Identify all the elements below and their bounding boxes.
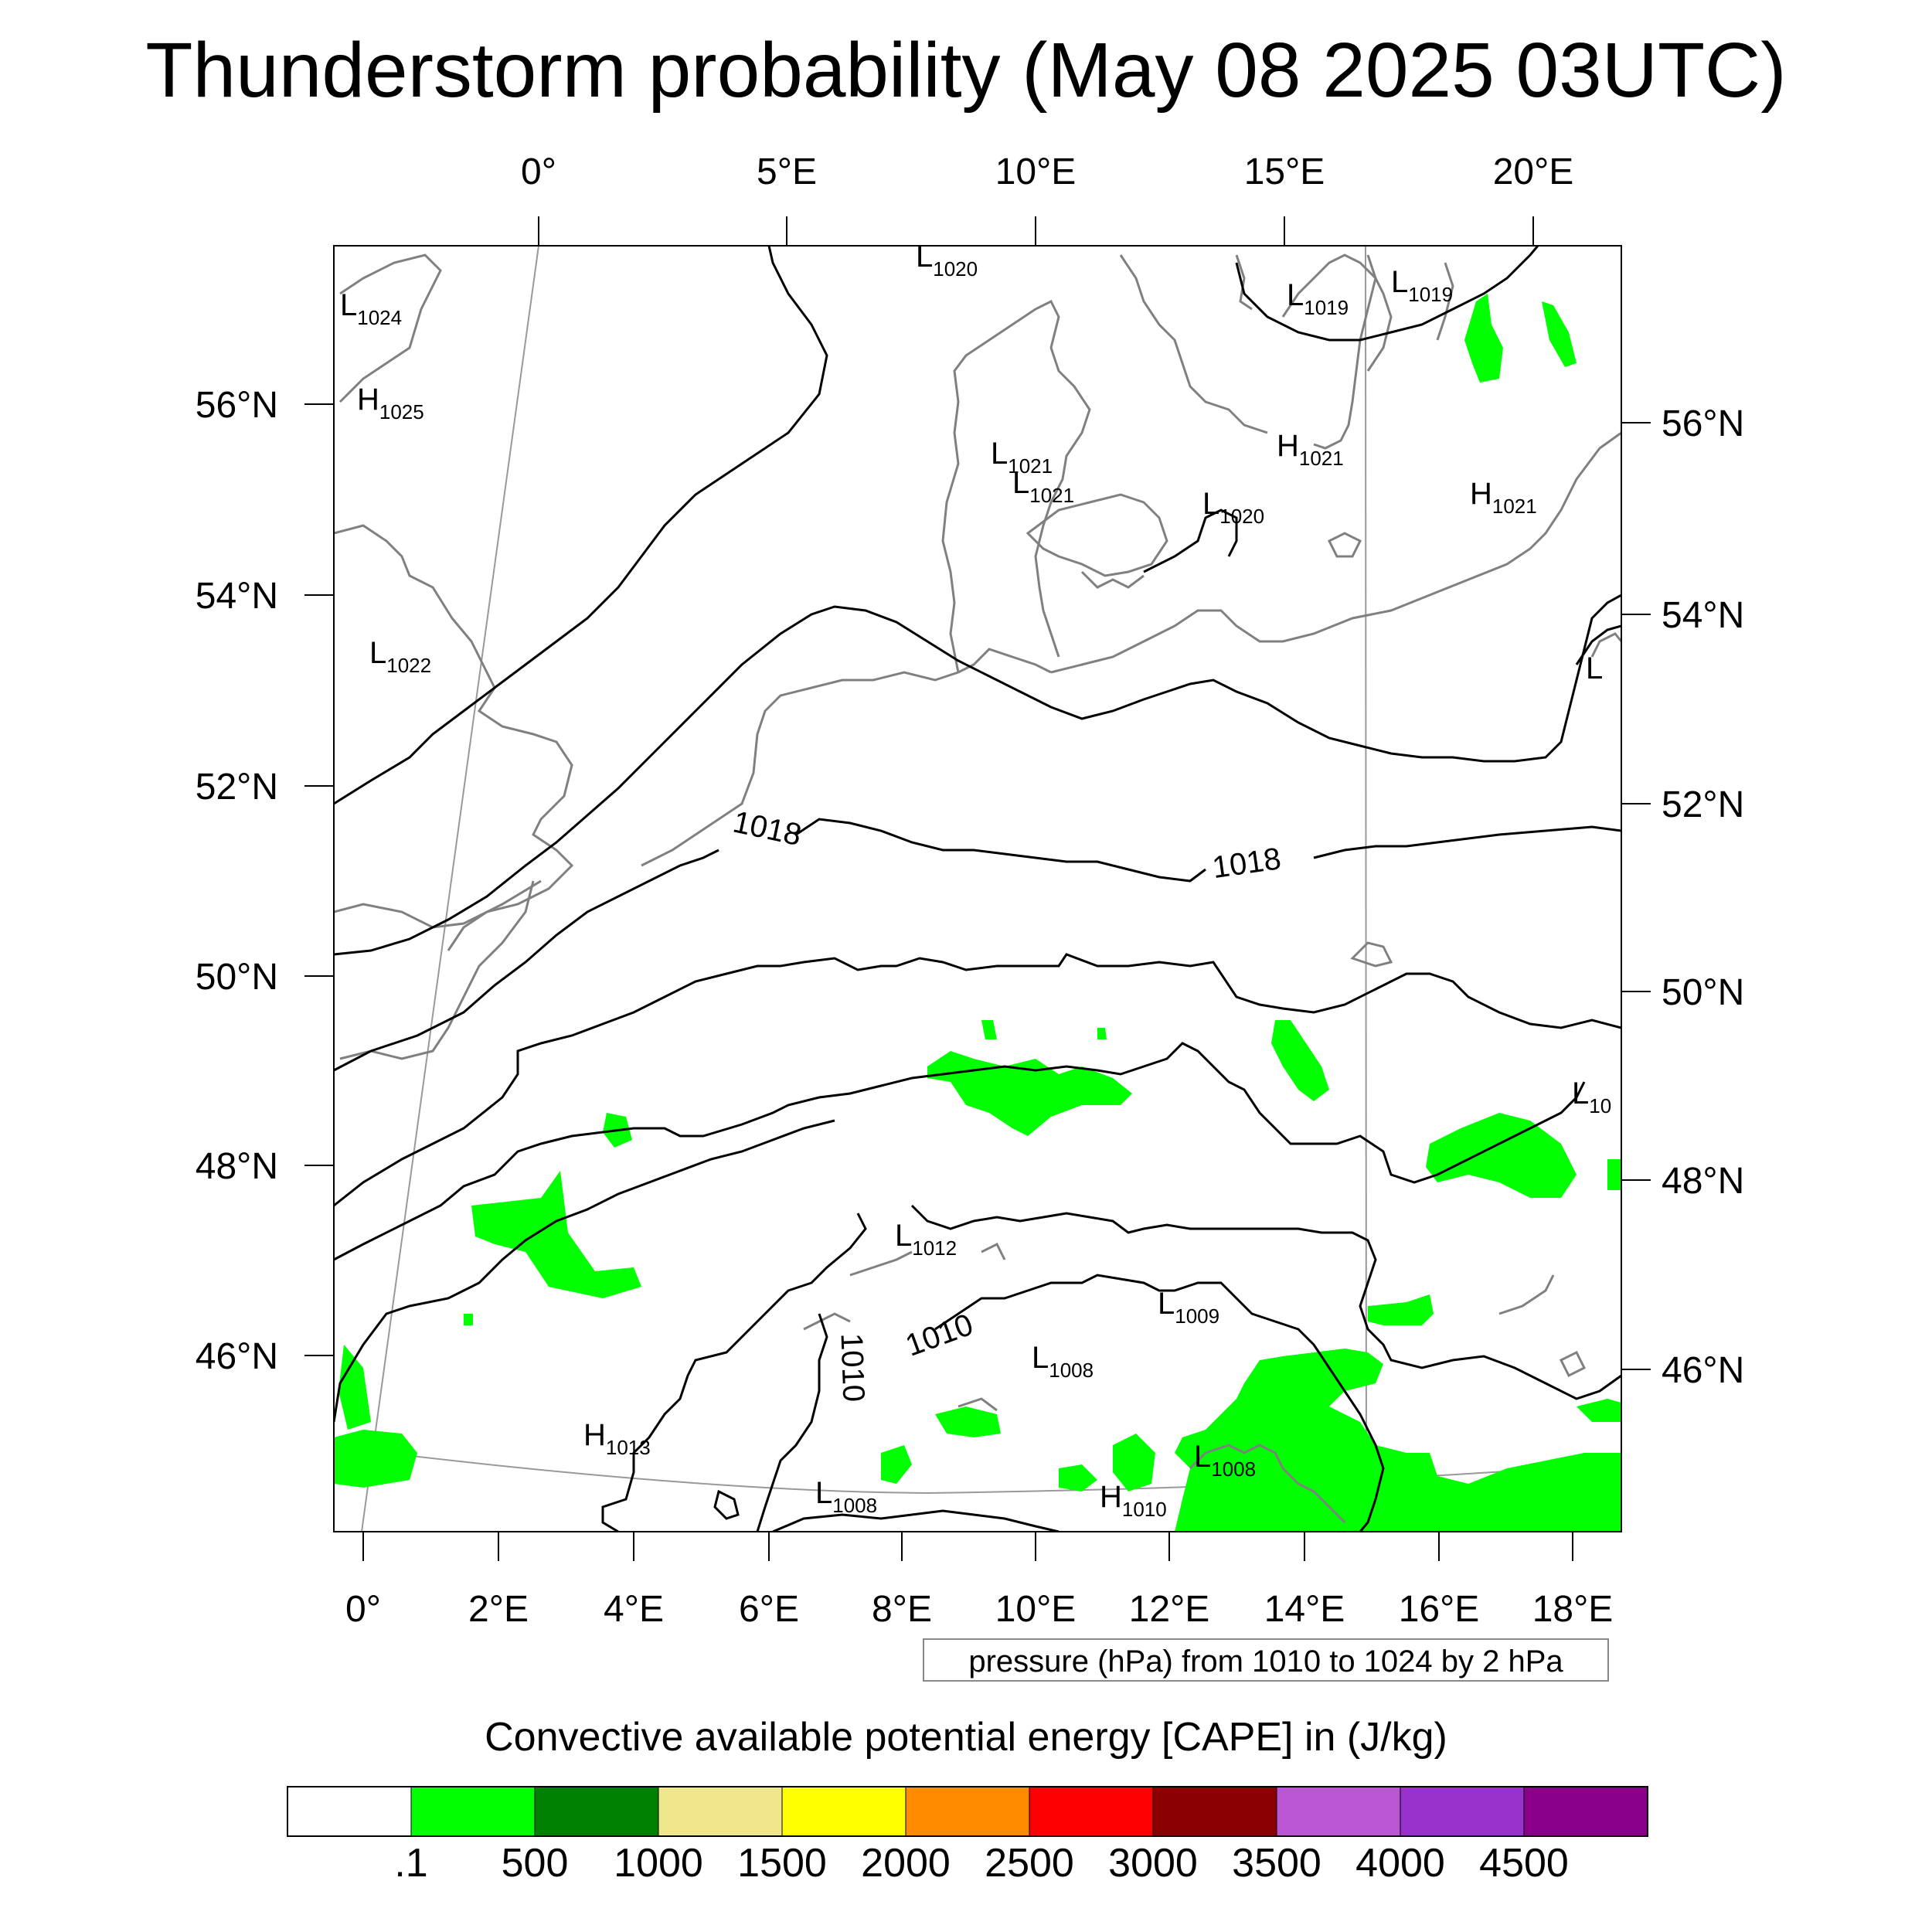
left-latitude-labels: 56°N 54°N 52°N 50°N 48°N 46°N — [196, 385, 278, 1377]
colorbar-labels: .1 500 1000 1500 2000 2500 3000 3500 400… — [394, 1841, 1569, 1886]
colorbar-swatch — [1523, 1786, 1648, 1837]
top-lon-label: 0° — [521, 151, 556, 192]
colorbar-swatch — [534, 1786, 659, 1837]
pressure-center-label: L1021 — [1012, 466, 1074, 507]
left-lat-label: 52°N — [196, 767, 278, 808]
colorbar-label: 3000 — [1108, 1841, 1198, 1886]
pressure-center-label: L — [1586, 651, 1603, 685]
top-lon-label: 5°E — [757, 151, 817, 192]
colorbar-swatch — [781, 1786, 906, 1837]
right-lat-label: 54°N — [1662, 595, 1744, 636]
coastlines — [334, 253, 1621, 1524]
pressure-center-label: L1024 — [340, 288, 402, 329]
colorbar-swatch — [287, 1786, 412, 1837]
colorbar-swatch — [410, 1786, 536, 1837]
pressure-centers: L1024 H1025 L1022 L1020 L1019 L1019 L102… — [340, 240, 1611, 1521]
colorbar-title: Convective available potential energy [C… — [485, 1715, 1447, 1760]
colorbar-swatch — [1400, 1786, 1525, 1837]
bottom-lon-label: 16°E — [1399, 1589, 1480, 1630]
pressure-center-label: L10 — [1572, 1077, 1611, 1117]
pressure-center-label: L1020 — [1202, 487, 1264, 528]
isobar-label: 1010 — [834, 1332, 870, 1402]
pressure-center-label: L1008 — [815, 1476, 877, 1517]
colorbar-swatch — [658, 1786, 783, 1837]
pressure-center-label: H1021 — [1277, 429, 1344, 470]
tick-marks — [304, 216, 1651, 1561]
pressure-center-label: L1019 — [1391, 265, 1453, 306]
bottom-lon-label: 12°E — [1129, 1589, 1210, 1630]
bottom-lon-label: 8°E — [872, 1589, 932, 1630]
colorbar — [287, 1786, 1648, 1837]
colorbar-label: 500 — [502, 1841, 569, 1886]
pressure-center-label: L1009 — [1158, 1287, 1219, 1328]
top-lon-label: 10°E — [995, 151, 1077, 192]
isobar-label: 1018 — [1210, 842, 1283, 885]
left-lat-label: 56°N — [196, 385, 278, 426]
isobar-label: 1010 — [901, 1308, 978, 1363]
right-lat-label: 50°N — [1662, 972, 1744, 1013]
colorbar-label: 3500 — [1232, 1841, 1321, 1886]
pressure-center-label: L1012 — [895, 1219, 957, 1260]
colorbar-swatch — [905, 1786, 1030, 1837]
colorbar-label: 4000 — [1355, 1841, 1445, 1886]
colorbar-swatch — [1152, 1786, 1277, 1837]
right-lat-label: 56°N — [1662, 403, 1744, 444]
bottom-longitude-labels: 0° 2°E 4°E 6°E 8°E 10°E 12°E 14°E 16°E 1… — [345, 1589, 1613, 1630]
top-lon-label: 15°E — [1244, 151, 1325, 192]
map-title: Thunderstorm probability (May 08 2025 03… — [145, 27, 1787, 114]
bottom-lon-label: 18°E — [1532, 1589, 1614, 1630]
right-lat-label: 48°N — [1662, 1161, 1744, 1202]
colorbar-swatch — [1029, 1786, 1154, 1837]
plot-frame — [333, 245, 1622, 1532]
pressure-center-label: H1025 — [357, 383, 424, 423]
colorbar-label: 4500 — [1479, 1841, 1569, 1886]
colorbar-label: 2500 — [985, 1841, 1074, 1886]
pressure-center-label: L1008 — [1194, 1440, 1256, 1481]
pressure-center-label: H1010 — [1100, 1480, 1167, 1521]
colorbar-label: 1500 — [737, 1841, 827, 1886]
bottom-lon-label: 10°E — [995, 1589, 1077, 1630]
colorbar-label: 2000 — [861, 1841, 951, 1886]
pressure-center-label: L1022 — [369, 636, 431, 677]
colorbar-label: .1 — [394, 1841, 427, 1886]
colorbar-swatch — [1276, 1786, 1401, 1837]
pressure-center-label: L1008 — [1032, 1341, 1094, 1382]
bottom-lon-label: 14°E — [1264, 1589, 1345, 1630]
colorbar-frame — [287, 1786, 1648, 1837]
contour-info-box: pressure (hPa) from 1010 to 1024 by 2 hP… — [923, 1638, 1609, 1682]
bottom-lon-label: 0° — [345, 1589, 381, 1630]
top-longitude-labels: 0° 5°E 10°E 15°E 20°E — [521, 151, 1573, 192]
pressure-center-label: L1021 — [991, 437, 1053, 478]
isobar-label: 1018 — [730, 805, 804, 853]
right-lat-label: 52°N — [1662, 784, 1744, 825]
pressure-center-label: H1021 — [1470, 477, 1537, 518]
pressure-center-label: H1013 — [583, 1418, 651, 1459]
bottom-lon-label: 4°E — [604, 1589, 664, 1630]
left-lat-label: 54°N — [196, 576, 278, 617]
bottom-lon-label: 2°E — [468, 1589, 529, 1630]
isobars — [334, 246, 1621, 1532]
left-lat-label: 46°N — [196, 1336, 278, 1377]
colorbar-label: 1000 — [614, 1841, 703, 1886]
left-lat-label: 48°N — [196, 1146, 278, 1187]
cape-shading — [334, 294, 1621, 1532]
top-lon-label: 20°E — [1493, 151, 1574, 192]
left-lat-label: 50°N — [196, 957, 278, 998]
pressure-center-label: L1019 — [1287, 278, 1349, 319]
pressure-center-label: L1020 — [916, 240, 978, 281]
bottom-lon-label: 6°E — [739, 1589, 799, 1630]
right-lat-label: 46°N — [1662, 1350, 1744, 1391]
right-latitude-labels: 56°N 54°N 52°N 50°N 48°N 46°N — [1662, 403, 1744, 1391]
